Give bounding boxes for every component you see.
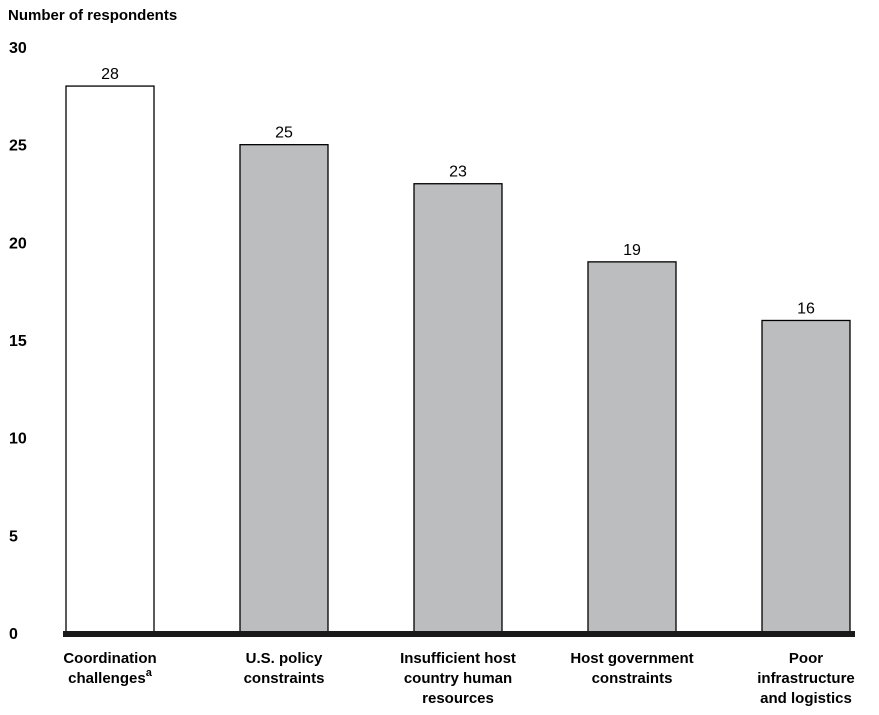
category-label: resources [422, 690, 494, 707]
data-label: 16 [797, 300, 815, 317]
category-label-text: constraints [592, 670, 673, 687]
category-label-text: Host government [570, 650, 693, 667]
category-label-text: and logistics [760, 690, 852, 707]
category-label-text: resources [422, 690, 494, 707]
y-tick-label: 10 [9, 431, 27, 448]
category-label: constraints [592, 670, 673, 687]
x-axis-baseline [63, 631, 855, 637]
y-tick-label: 5 [9, 528, 18, 545]
category-label-text: Poor [789, 650, 823, 667]
category-label-text: infrastructure [757, 670, 855, 687]
bar [239, 144, 329, 634]
category-label: Insufficient host [400, 650, 516, 667]
data-label: 19 [623, 242, 641, 259]
category-label-text: challenges [68, 670, 146, 687]
category-label: challengesa [68, 667, 153, 687]
category-label-text: constraints [244, 670, 325, 687]
category-label: country human [404, 670, 512, 687]
y-axis-label: Number of respondents [8, 7, 177, 24]
y-tick-label: 15 [9, 333, 27, 350]
y-tick-label: 30 [9, 40, 27, 57]
category-label: Poor [789, 650, 823, 667]
category-label: constraints [244, 670, 325, 687]
category-label: Host government [570, 650, 693, 667]
footnote-marker: a [146, 667, 153, 679]
category-label: and logistics [760, 690, 852, 707]
category-label: Coordination [63, 650, 156, 667]
category-label-text: Insufficient host [400, 650, 516, 667]
category-label-text: country human [404, 670, 512, 687]
category-label-text: U.S. policy [246, 650, 323, 667]
data-label: 25 [275, 125, 293, 142]
category-label: infrastructure [757, 670, 855, 687]
bar [413, 183, 503, 634]
data-labels: 28 25 23 19 16 [101, 66, 815, 317]
bar [65, 85, 155, 634]
y-tick-label: 0 [9, 626, 18, 643]
category-label: U.S. policy [246, 650, 323, 667]
bar [761, 319, 851, 634]
y-tick-label: 25 [9, 138, 27, 155]
bars [65, 85, 851, 634]
y-tick-label: 20 [9, 235, 27, 252]
bar [587, 261, 677, 634]
y-tick-labels: 0 5 10 15 20 25 30 [9, 40, 27, 643]
data-label: 28 [101, 66, 119, 83]
category-label-text: Coordination [63, 650, 156, 667]
data-label: 23 [449, 164, 467, 181]
